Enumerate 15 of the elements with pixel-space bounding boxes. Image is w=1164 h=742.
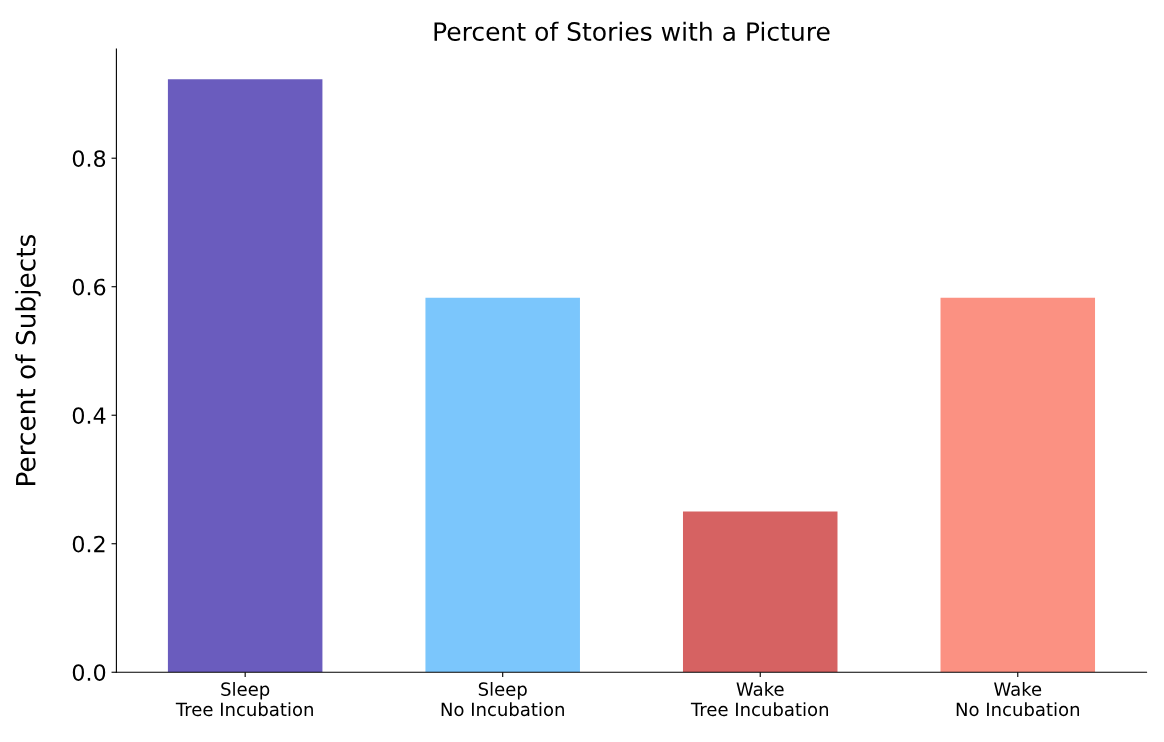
bar bbox=[940, 297, 1096, 673]
y-tick-label: 0.2 bbox=[72, 535, 105, 553]
x-tick-label: Sleep No Incubation bbox=[441, 681, 564, 717]
chart-title: Percent of Stories with a Picture bbox=[434, 21, 830, 41]
y-axis-title: Percent of Subjects bbox=[15, 234, 41, 485]
y-tick-label: 0.0 bbox=[72, 664, 106, 682]
y-tick-label: 0.4 bbox=[72, 407, 106, 424]
bar bbox=[682, 511, 838, 673]
bar bbox=[425, 297, 580, 673]
x-tick-label: Sleep Tree Incubation bbox=[175, 681, 313, 717]
y-tick-label: 0.6 bbox=[72, 278, 106, 296]
x-tick-label: Wake No Incubation bbox=[956, 681, 1080, 717]
y-tick-label: 0.8 bbox=[72, 150, 106, 167]
x-tick-label: Wake Tree Incubation bbox=[690, 681, 828, 717]
bar bbox=[167, 79, 323, 673]
